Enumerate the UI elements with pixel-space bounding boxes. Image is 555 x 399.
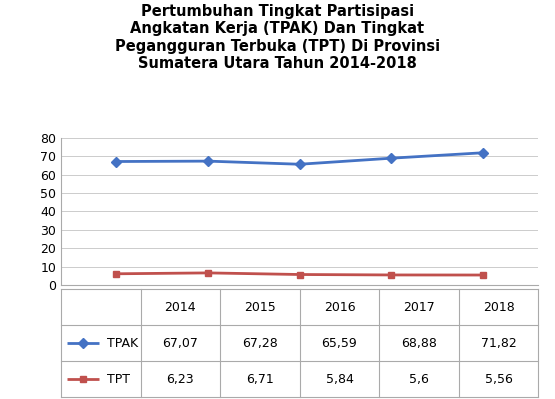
Text: 2018: 2018 — [483, 301, 514, 314]
Text: 67,28: 67,28 — [242, 337, 278, 350]
Text: 5,6: 5,6 — [409, 373, 429, 385]
Text: 2014: 2014 — [165, 301, 196, 314]
Text: TPAK: TPAK — [107, 337, 138, 350]
Text: 65,59: 65,59 — [321, 337, 357, 350]
Text: TPT: TPT — [107, 373, 130, 385]
Text: 6,23: 6,23 — [166, 373, 194, 385]
Text: 6,71: 6,71 — [246, 373, 274, 385]
Text: 68,88: 68,88 — [401, 337, 437, 350]
Text: 5,84: 5,84 — [326, 373, 354, 385]
Text: 2017: 2017 — [403, 301, 435, 314]
Text: 2016: 2016 — [324, 301, 355, 314]
Text: Pertumbuhan Tingkat Partisipasi
Angkatan Kerja (TPAK) Dan Tingkat
Pegangguran Te: Pertumbuhan Tingkat Partisipasi Angkatan… — [115, 4, 440, 71]
Text: 67,07: 67,07 — [163, 337, 198, 350]
Text: 2015: 2015 — [244, 301, 276, 314]
Text: 71,82: 71,82 — [481, 337, 517, 350]
Text: 5,56: 5,56 — [485, 373, 512, 385]
